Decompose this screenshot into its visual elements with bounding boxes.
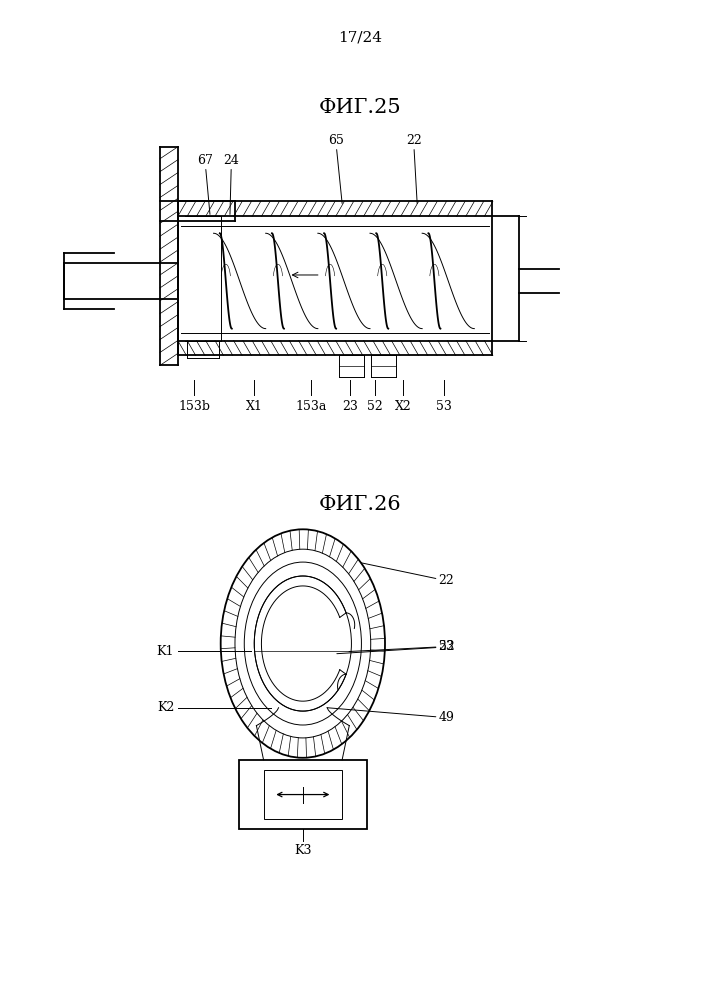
Text: ФИГ.25: ФИГ.25 (319, 98, 401, 117)
Text: 22: 22 (405, 134, 421, 204)
Text: 53: 53 (436, 401, 452, 414)
Bar (238, 760, 367, 829)
Text: 22: 22 (361, 562, 454, 587)
Text: 17/24: 17/24 (338, 31, 382, 45)
Text: 67: 67 (197, 154, 213, 215)
Text: X1: X1 (246, 401, 263, 414)
Text: 23: 23 (337, 640, 454, 653)
Text: 65: 65 (328, 134, 343, 204)
Text: X2: X2 (395, 401, 411, 414)
Bar (264, 769, 342, 819)
Text: 49: 49 (327, 707, 454, 724)
Text: 23: 23 (342, 401, 358, 414)
Text: 52: 52 (349, 640, 454, 653)
Text: 153a: 153a (296, 401, 327, 414)
Text: 153b: 153b (179, 401, 210, 414)
Text: K3: K3 (294, 844, 312, 857)
Text: 24: 24 (223, 154, 239, 215)
Text: 52: 52 (367, 401, 383, 414)
Text: K2: K2 (157, 701, 174, 714)
Text: ФИГ.26: ФИГ.26 (319, 495, 401, 513)
Text: K1: K1 (157, 645, 174, 658)
